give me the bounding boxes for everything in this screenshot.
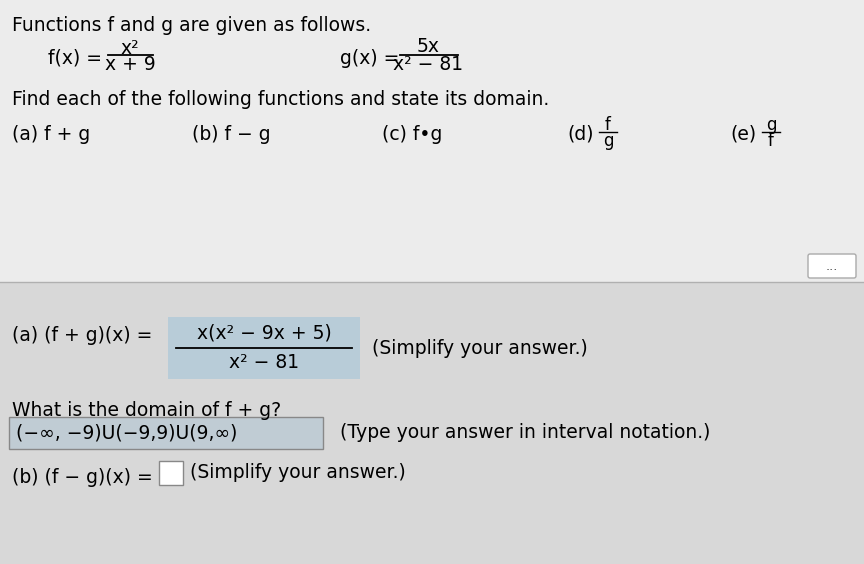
- Text: (Type your answer in interval notation.): (Type your answer in interval notation.): [328, 424, 710, 443]
- Text: (a) f + g: (a) f + g: [12, 125, 90, 143]
- Text: f: f: [605, 116, 611, 134]
- Text: (b) f − g: (b) f − g: [192, 125, 270, 143]
- Text: (Simplify your answer.): (Simplify your answer.): [372, 338, 588, 358]
- FancyBboxPatch shape: [168, 317, 360, 379]
- FancyBboxPatch shape: [9, 417, 323, 449]
- FancyBboxPatch shape: [808, 254, 856, 278]
- FancyBboxPatch shape: [0, 282, 864, 564]
- Text: (b) (f − g)(x) =: (b) (f − g)(x) =: [12, 468, 153, 487]
- Text: (d): (d): [567, 125, 594, 143]
- FancyBboxPatch shape: [159, 461, 183, 485]
- Text: (−∞, −9)U(−9,9)U(9,∞): (−∞, −9)U(−9,9)U(9,∞): [16, 424, 238, 443]
- Text: x(x² − 9x + 5): x(x² − 9x + 5): [197, 324, 332, 342]
- Text: x² − 81: x² − 81: [393, 55, 463, 74]
- Text: x² − 81: x² − 81: [229, 354, 299, 372]
- Text: (e): (e): [730, 125, 756, 143]
- Text: (c) f•g: (c) f•g: [382, 125, 442, 143]
- Text: f(x) =: f(x) =: [48, 49, 102, 68]
- Text: x²: x²: [121, 38, 139, 58]
- Text: g(x) =: g(x) =: [340, 49, 399, 68]
- Text: (a) (f + g)(x) =: (a) (f + g)(x) =: [12, 326, 152, 345]
- Text: g: g: [603, 132, 613, 150]
- Text: f: f: [768, 132, 774, 150]
- Text: g: g: [766, 116, 776, 134]
- Text: x + 9: x + 9: [105, 55, 156, 74]
- Text: What is the domain of f + g?: What is the domain of f + g?: [12, 401, 281, 420]
- Text: Find each of the following functions and state its domain.: Find each of the following functions and…: [12, 90, 550, 109]
- Text: Functions f and g are given as follows.: Functions f and g are given as follows.: [12, 16, 372, 35]
- Text: (Simplify your answer.): (Simplify your answer.): [190, 464, 406, 482]
- Text: ...: ...: [826, 259, 838, 272]
- FancyBboxPatch shape: [0, 0, 864, 282]
- Text: 5x: 5x: [416, 37, 440, 56]
